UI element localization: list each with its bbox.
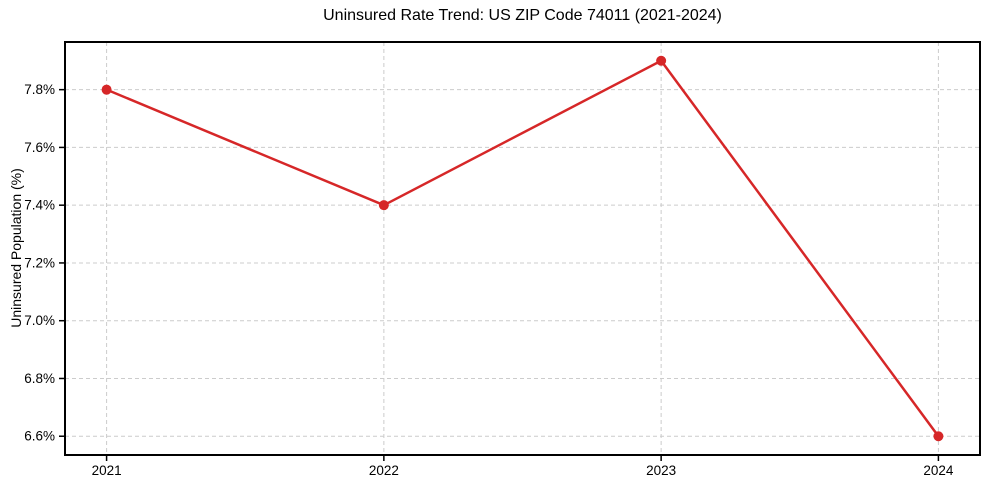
y-tick-label: 7.4%	[24, 198, 55, 213]
data-point-2023	[656, 55, 667, 66]
chart-title: Uninsured Rate Trend: US ZIP Code 74011 …	[323, 7, 722, 24]
y-tick-label: 6.6%	[24, 429, 55, 444]
x-tick-label: 2023	[646, 463, 676, 478]
y-tick-label: 7.8%	[24, 82, 55, 97]
x-tick-label: 2022	[369, 463, 399, 478]
data-point-2024	[933, 431, 944, 442]
y-tick-label: 7.6%	[24, 140, 55, 155]
y-tick-label: 6.8%	[24, 371, 55, 386]
trend-line	[105, 59, 940, 438]
data-point-2022	[378, 200, 389, 211]
y-tick-label: 7.0%	[24, 313, 55, 328]
x-tick-label: 2024	[923, 463, 954, 478]
y-tick-label: 7.2%	[24, 255, 55, 270]
plot-border	[64, 41, 981, 456]
data-point-2021	[101, 84, 112, 95]
x-tick-label: 2021	[92, 463, 122, 478]
